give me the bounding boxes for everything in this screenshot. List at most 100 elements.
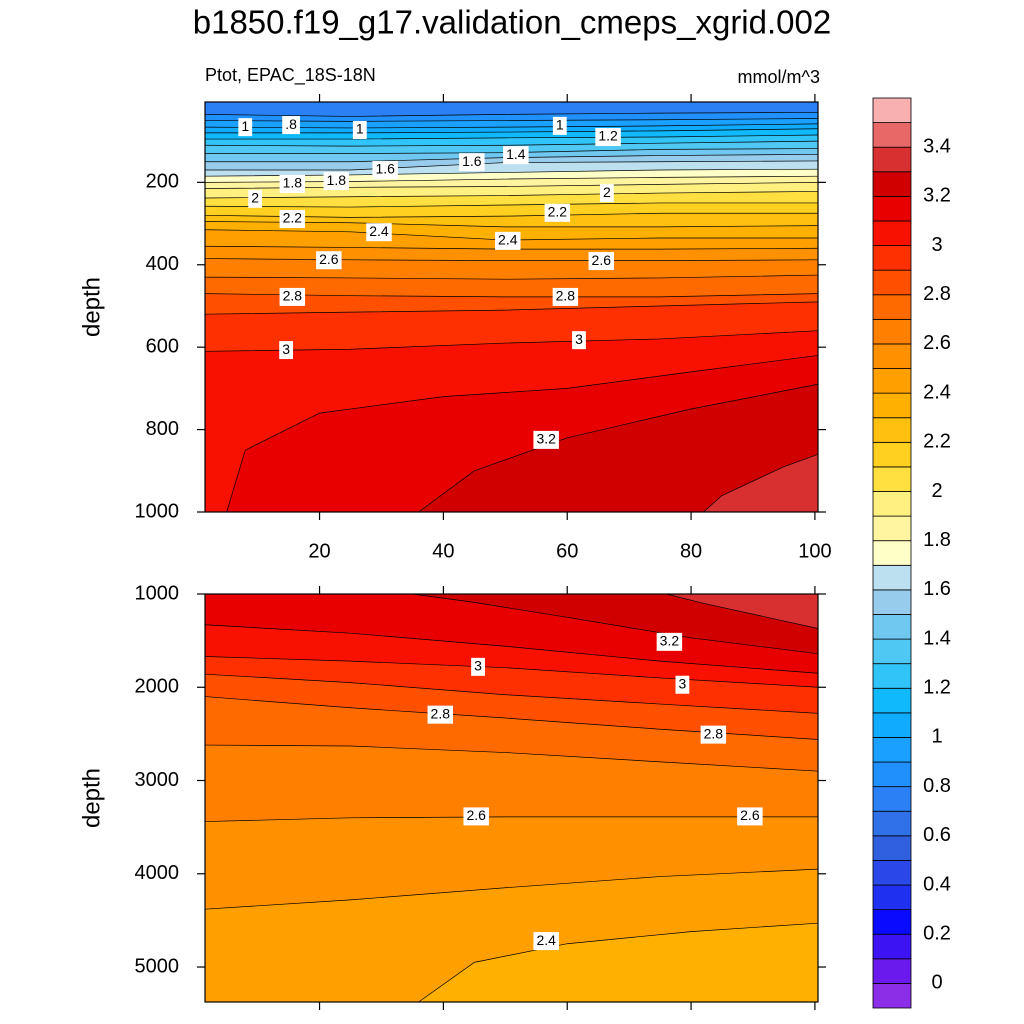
contour-line <box>205 134 819 140</box>
colorbar-box <box>872 294 912 320</box>
contour-label-box <box>459 153 485 172</box>
contour-line <box>204 258 819 261</box>
colorbar-box <box>872 958 912 984</box>
colorbar-label: 3 <box>931 234 942 256</box>
y-axis-label: depth <box>78 277 105 337</box>
plot-frame <box>204 593 819 1003</box>
contour-label: 3 <box>474 658 482 674</box>
contour-label-box <box>599 184 614 203</box>
colorbar-box <box>872 540 912 566</box>
colorbar-label: 0.6 <box>923 824 951 846</box>
contour-label: 3 <box>575 331 583 347</box>
contour-label: 2.8 <box>431 705 451 721</box>
contour-line <box>205 128 819 134</box>
contour-line <box>204 816 818 822</box>
colorbar-box <box>872 983 912 1009</box>
contour-label-box <box>279 287 306 306</box>
contour-line <box>412 593 819 655</box>
contour-label-box <box>366 223 392 242</box>
contour-label: 1.8 <box>283 175 303 191</box>
contour-label: 1.4 <box>506 146 526 162</box>
contour-label: 3.2 <box>660 633 680 649</box>
colorbar-label: 1.2 <box>923 677 951 699</box>
x-tick-label: 100 <box>798 540 831 562</box>
colorbar-label: 2 <box>931 480 942 502</box>
colorbar-box <box>872 515 912 542</box>
colorbar-label: 3.2 <box>923 185 951 207</box>
colorbar-box <box>872 318 912 345</box>
colorbar-label: 2.2 <box>923 431 951 453</box>
colorbar-box <box>872 146 912 173</box>
colorbar-box <box>872 122 912 148</box>
contour-label: 2 <box>251 190 259 206</box>
colorbar-box <box>872 860 912 886</box>
colorbar-label: 0.2 <box>923 922 951 944</box>
contour-label: 2.2 <box>283 210 303 226</box>
contour-label: 2.6 <box>319 251 339 267</box>
contour-label: 2.8 <box>283 288 303 304</box>
contour-label: 2.2 <box>548 204 568 220</box>
y-tick-label: 1000 <box>135 582 180 604</box>
colorbar-box <box>872 712 912 738</box>
contour-line <box>204 301 819 315</box>
contour-line <box>418 922 819 1003</box>
colorbar-box <box>872 97 912 123</box>
colorbar-label: 0.4 <box>923 873 951 895</box>
y-tick-label: 4000 <box>135 862 180 884</box>
y-tick-label: 5000 <box>135 955 180 977</box>
contour-label: 2.4 <box>498 232 518 248</box>
colorbar-label: 1.6 <box>923 578 951 600</box>
x-tick-label: 40 <box>432 540 454 562</box>
contour-label-box <box>279 175 306 193</box>
contour-label: 3.2 <box>536 431 556 447</box>
contour-label-box <box>737 807 763 826</box>
contour-label-box <box>471 657 485 676</box>
colorbar-label: 3.4 <box>923 135 951 157</box>
contour-label: 2.4 <box>369 223 389 239</box>
colorbar-box <box>872 441 912 468</box>
colorbar-box <box>872 392 912 419</box>
contour-label: 1 <box>356 121 364 137</box>
contour-line <box>204 123 819 129</box>
contour-label: 2.8 <box>704 725 724 741</box>
contour-label-box <box>552 287 579 306</box>
contour-label-box <box>427 705 454 724</box>
colorbar-label: 2.6 <box>923 332 951 354</box>
contour-line <box>703 453 819 513</box>
x-tick-label: 60 <box>556 540 578 562</box>
contour-label-box <box>352 121 367 140</box>
subtitle: Ptot, EPAC_18S-18N <box>205 65 376 86</box>
panel: 3.2 3 3 2.8 2.8 2.6 2.6 2.4 1000 2000 3000 4000 5000… <box>78 582 826 1010</box>
y-axis-label: depth <box>78 768 105 828</box>
contour-line <box>418 383 819 513</box>
contour-label-box <box>588 252 615 271</box>
contour-line <box>204 624 819 674</box>
colorbar-label: 2.4 <box>923 381 951 403</box>
contour-label-box <box>552 116 567 135</box>
chart-title: b1850.f19_g17.validation_cmeps_xgrid.002 <box>193 4 831 41</box>
contour-label-box <box>372 160 398 179</box>
colorbar-box <box>872 343 912 369</box>
contour-label-box <box>282 116 300 135</box>
contour-fill <box>205 384 818 512</box>
colorbar-label: 1.8 <box>923 529 951 551</box>
contour-label-box <box>463 807 489 826</box>
colorbar-box <box>872 220 912 246</box>
contour-label: 3 <box>678 675 686 691</box>
colorbar-box <box>872 564 912 591</box>
colorbar-box <box>872 909 912 935</box>
colorbar-box <box>872 269 912 296</box>
contour-label: 1.8 <box>327 172 347 188</box>
contour-label-box <box>675 675 690 694</box>
contour-line <box>204 274 819 280</box>
colorbar-label: 0.8 <box>923 775 951 797</box>
contour-label: 2.6 <box>740 807 760 823</box>
colorbar-box <box>872 884 912 911</box>
contour-line <box>204 202 818 208</box>
units: mmol/m^3 <box>738 67 820 87</box>
contour-label-box <box>544 203 571 222</box>
contour-label-box <box>248 189 263 208</box>
colorbar-box <box>872 589 912 615</box>
